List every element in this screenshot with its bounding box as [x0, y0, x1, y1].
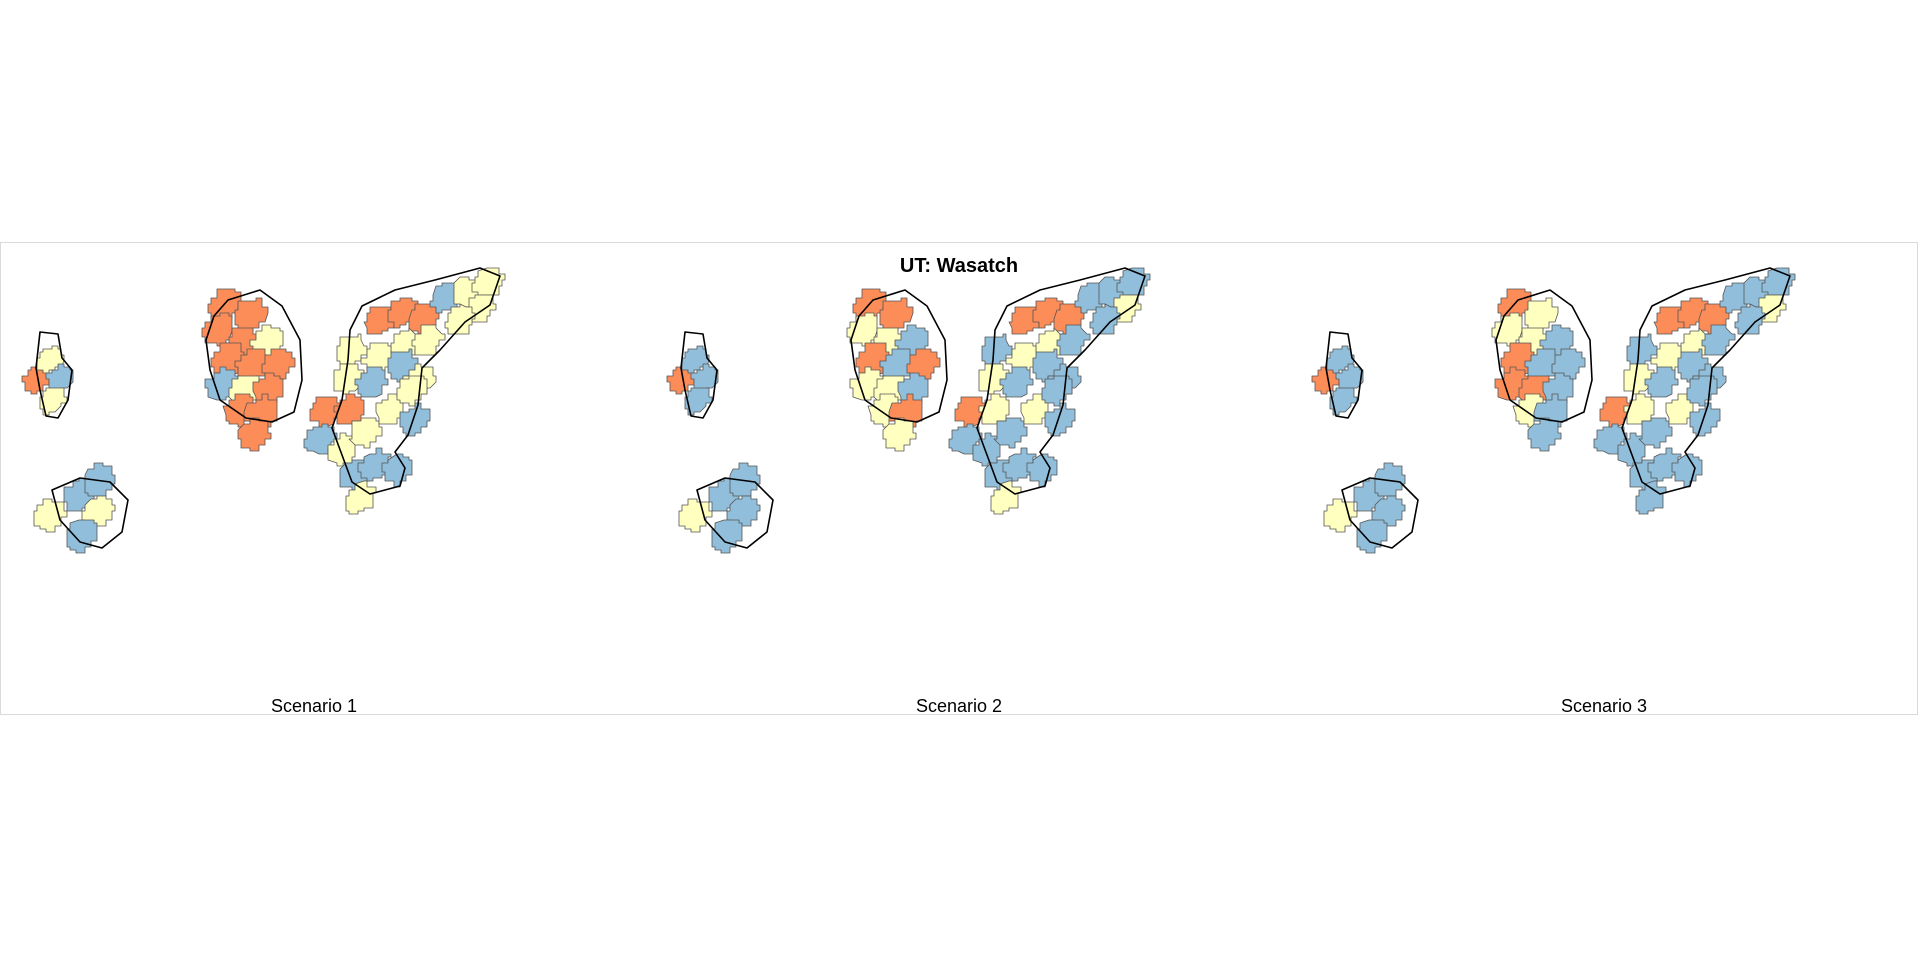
- district-2-7[interactable]: [906, 348, 941, 380]
- district-3-26[interactable]: [381, 453, 413, 488]
- county-boundary-1: [1341, 477, 1419, 549]
- district-3-25[interactable]: [1647, 447, 1682, 482]
- scenario-1-caption: Scenario 1: [270, 696, 358, 716]
- county-boundary-1: [51, 477, 129, 549]
- county-boundary-2: [205, 289, 303, 423]
- district-3-15[interactable]: [1644, 366, 1679, 398]
- district-2-2[interactable]: [1491, 312, 1523, 347]
- map-frame: [0, 242, 1918, 715]
- county-boundary-0: [680, 331, 718, 419]
- district-1-0[interactable]: [33, 498, 68, 533]
- district-3-22[interactable]: [1686, 375, 1718, 407]
- district-3-26[interactable]: [1026, 453, 1058, 488]
- district-1-0[interactable]: [1323, 498, 1358, 533]
- scenario-3-svg: [1311, 267, 1796, 554]
- map-title: UT: Wasatch: [899, 255, 1019, 277]
- district-3-27[interactable]: [990, 480, 1022, 515]
- district-3-15[interactable]: [999, 366, 1034, 398]
- county-boundary-0: [35, 331, 73, 419]
- district-3-15[interactable]: [354, 366, 389, 398]
- district-3-20[interactable]: [1638, 417, 1673, 449]
- district-3-20[interactable]: [348, 417, 383, 449]
- district-3-9[interactable]: [411, 324, 446, 356]
- district-1-4[interactable]: [66, 519, 98, 554]
- district-2-2[interactable]: [201, 312, 233, 347]
- district-2-7[interactable]: [261, 348, 296, 380]
- county-boundary-2: [1495, 289, 1593, 423]
- district-3-27[interactable]: [1635, 480, 1667, 515]
- district-3-26[interactable]: [1671, 453, 1703, 488]
- county-boundary-3: [1621, 267, 1791, 495]
- county-boundary-1: [696, 477, 774, 549]
- district-3-10[interactable]: [336, 333, 368, 365]
- district-1-4[interactable]: [1356, 519, 1388, 554]
- district-3-23[interactable]: [1044, 402, 1076, 437]
- district-3-22[interactable]: [396, 375, 428, 407]
- district-3-9[interactable]: [1701, 324, 1736, 356]
- scenario-2-map[interactable]: [655, 250, 1275, 690]
- scenario-1-map[interactable]: [10, 250, 630, 690]
- district-3-25[interactable]: [357, 447, 392, 482]
- scenario-3-map[interactable]: [1300, 250, 1920, 690]
- district-3-23[interactable]: [399, 402, 431, 437]
- district-3-23[interactable]: [1689, 402, 1721, 437]
- district-1-3[interactable]: [81, 495, 116, 527]
- district-1-4[interactable]: [711, 519, 743, 554]
- district-3-10[interactable]: [981, 333, 1013, 365]
- scenario-3-caption: Scenario 3: [1560, 696, 1648, 716]
- scenario-2-svg: [666, 267, 1151, 554]
- county-boundary-0: [1325, 331, 1363, 419]
- district-1-3[interactable]: [1371, 495, 1406, 527]
- county-boundary-2: [850, 289, 948, 423]
- county-boundary-3: [331, 267, 501, 495]
- district-2-7[interactable]: [1551, 348, 1586, 380]
- district-3-20[interactable]: [993, 417, 1028, 449]
- district-3-9[interactable]: [1056, 324, 1091, 356]
- district-3-27[interactable]: [345, 480, 377, 515]
- scenario-1-svg: [21, 267, 506, 554]
- scenario-2-caption: Scenario 2: [915, 696, 1003, 716]
- district-2-2[interactable]: [846, 312, 878, 347]
- district-3-22[interactable]: [1041, 375, 1073, 407]
- county-boundary-3: [976, 267, 1146, 495]
- district-1-0[interactable]: [678, 498, 713, 533]
- district-3-25[interactable]: [1002, 447, 1037, 482]
- district-3-10[interactable]: [1626, 333, 1658, 365]
- district-1-3[interactable]: [726, 495, 761, 527]
